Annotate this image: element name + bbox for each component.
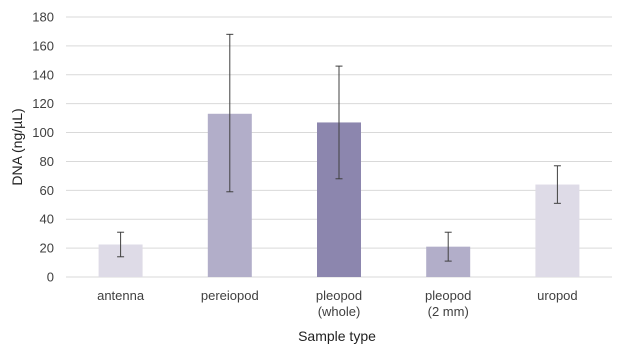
x-tick-label: pereiopod	[201, 288, 259, 303]
y-tick-label: 20	[40, 241, 54, 256]
y-tick-label: 40	[40, 212, 54, 227]
x-tick-labels: antenna pereiopod pleopod (whole) pleopod (2 …	[97, 288, 578, 319]
error-bar	[335, 65, 343, 180]
x-tick-label: pleopod (whole)	[316, 288, 362, 319]
error-bars	[117, 33, 561, 262]
y-tick-label: 140	[32, 67, 54, 82]
y-tick-label: 80	[40, 154, 54, 169]
y-tick-label: 100	[32, 125, 54, 140]
y-tick-label: 160	[32, 38, 54, 53]
y-tick-label: 180	[32, 10, 54, 25]
error-bar	[444, 231, 452, 262]
error-bar	[117, 231, 125, 258]
y-tick-label: 120	[32, 96, 54, 111]
x-tick-label: pleopod (2 mm)	[425, 288, 471, 319]
x-tick-label: uropod	[537, 288, 577, 303]
y-axis-title: DNA (ng/µL)	[9, 108, 25, 185]
error-bar	[553, 165, 561, 204]
x-axis-title: Sample type	[298, 328, 376, 344]
y-tick-labels: 0 20 40 60 80 100 120 140 160 180	[32, 10, 54, 285]
x-tick-label: antenna	[97, 288, 145, 303]
y-tick-label: 0	[47, 270, 54, 285]
error-bar	[226, 33, 234, 193]
y-tick-label: 60	[40, 183, 54, 198]
